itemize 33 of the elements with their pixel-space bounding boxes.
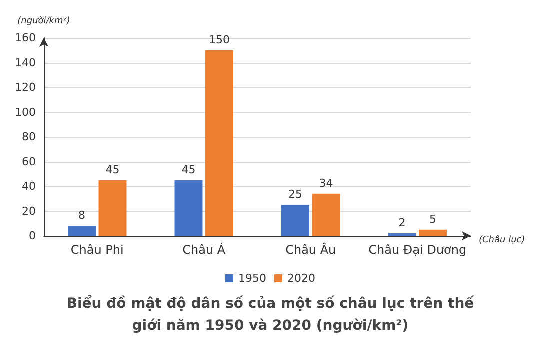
data-label: 34: [319, 176, 334, 190]
bar: [68, 226, 96, 236]
bar: [419, 230, 447, 236]
data-label: 25: [288, 188, 302, 202]
legend-label: 2020: [288, 272, 316, 285]
x-tick-label: Châu Phi: [70, 243, 124, 257]
bar: [312, 194, 340, 236]
x-tick-label: Châu Đại Dương: [368, 243, 467, 257]
y-tick-label: 20: [22, 204, 36, 218]
x-tick-label: Châu Á: [182, 242, 226, 257]
legend-label: 1950: [238, 272, 267, 285]
data-label: 150: [209, 33, 230, 46]
y-tick-label: 100: [15, 106, 36, 119]
bar: [206, 50, 234, 236]
y-tick-label: 60: [22, 155, 36, 168]
data-label: 45: [182, 163, 196, 176]
y-tick-label: 120: [15, 81, 36, 94]
data-label: 2: [398, 216, 406, 230]
x-axis-title: (Châu lục): [479, 234, 526, 246]
y-tick-label: 80: [22, 130, 36, 144]
bar: [282, 205, 310, 236]
data-label: 45: [106, 163, 120, 176]
y-tick-label: 40: [22, 180, 36, 193]
y-tick-label: 140: [15, 56, 36, 70]
data-label: 8: [78, 209, 86, 222]
y-axis-title: (người/km²): [18, 16, 70, 26]
bar: [174, 180, 203, 236]
y-tick-label: 160: [15, 32, 36, 44]
x-tick-label: Châu Âu: [286, 242, 336, 257]
text: Biểu đồ mật độ dân số của một số châu lục trên thế giới năm 1950 và 2020 (người/km²): [66, 295, 475, 334]
bar: [98, 180, 127, 236]
y-tick-label: 0: [29, 230, 36, 242]
data-label: 5: [430, 212, 436, 226]
